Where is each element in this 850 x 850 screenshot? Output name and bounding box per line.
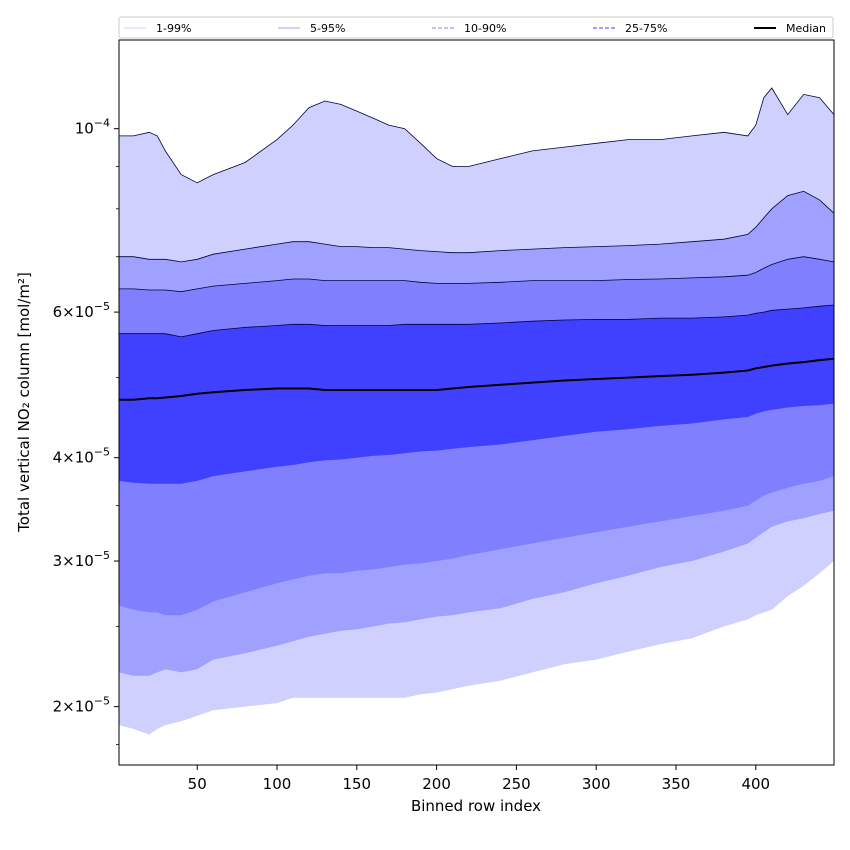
band-upper-line-1-99% (119, 87, 834, 184)
y-tick-label: 4×10−5 (53, 446, 110, 467)
x-tick-label: 400 (741, 775, 770, 793)
percentile-bands (119, 87, 834, 735)
band-25-75% (119, 305, 834, 484)
x-tick-label: 200 (422, 775, 451, 793)
band-upper-line-10-90% (119, 256, 834, 293)
y-axis: 2×10−5 3×10−5 4×10−5 6×10−5 10−4 (53, 117, 119, 745)
x-tick-label: 150 (342, 775, 371, 793)
legend-label: 1-99% (156, 22, 191, 35)
x-axis: 50 100 150 200 250 300 350 400 (188, 765, 770, 793)
legend-label: 5-95% (310, 22, 345, 35)
x-tick-label: 100 (263, 775, 292, 793)
y-tick-label: 10−4 (75, 117, 110, 138)
plot-frame (118, 39, 835, 766)
y-tick-label: 6×10−5 (53, 300, 110, 321)
x-tick-label: 300 (582, 775, 611, 793)
band-upper-line-5-95% (119, 190, 834, 263)
legend-label: 10-90% (464, 22, 506, 35)
median-layer (119, 357, 834, 401)
y-tick-label: 2×10−5 (53, 695, 110, 716)
y-tick-label: 3×10−5 (53, 549, 110, 570)
legend-label: Median (786, 22, 826, 35)
median-line (119, 357, 834, 401)
x-axis-label: Binned row index (411, 797, 541, 815)
x-tick-label: 50 (188, 775, 207, 793)
band-upper-line-25-75% (119, 304, 834, 338)
x-tick-label: 350 (662, 775, 691, 793)
legend-box (118, 16, 834, 39)
legend: 1-99% 5-95% 10-90% 25-75% Median (118, 16, 834, 39)
legend-label: 25-75% (625, 22, 667, 35)
x-tick-label: 250 (502, 775, 531, 793)
y-axis-label: Total vertical NO₂ column [mol/m²] (15, 272, 33, 533)
